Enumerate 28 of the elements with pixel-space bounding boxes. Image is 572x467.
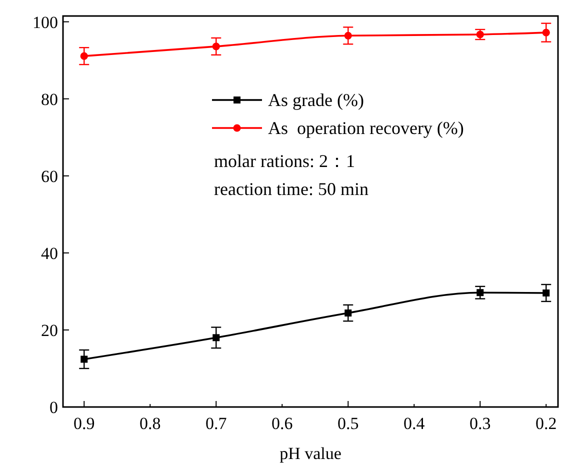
x-tick-label: 0.5	[337, 414, 359, 433]
x-tick-label: 0.2	[535, 414, 557, 433]
x-axis-title: pH value	[280, 444, 342, 463]
x-tick-label: 0.9	[73, 414, 95, 433]
point	[542, 28, 550, 36]
y-tick-label: 100	[32, 12, 58, 32]
x-tick-label: 0.8	[139, 414, 161, 433]
x-tick-label: 0.4	[403, 414, 426, 433]
annotation: molar rations: 2：1	[214, 151, 355, 171]
point	[542, 289, 550, 296]
y-tick-label: 0	[50, 398, 58, 417]
annotation: reaction time: 50 min	[214, 179, 368, 199]
point	[344, 310, 352, 317]
x-tick-label: 0.3	[469, 414, 491, 433]
x-tick-label: 0.6	[271, 414, 293, 433]
point	[212, 42, 220, 50]
point	[80, 52, 88, 60]
y-tick-label: 40	[41, 244, 58, 263]
legend-label: As grade (%)	[268, 90, 364, 110]
x-tick-label: 0.7	[205, 414, 228, 433]
legend-label: As operation recovery (%)	[268, 118, 464, 138]
point	[212, 334, 220, 342]
point	[476, 289, 484, 296]
point	[344, 32, 352, 40]
point	[80, 356, 88, 363]
y-tick-label: 80	[41, 90, 58, 109]
y-tick-label: 60	[41, 166, 58, 186]
y-tick-label: 20	[41, 320, 58, 340]
